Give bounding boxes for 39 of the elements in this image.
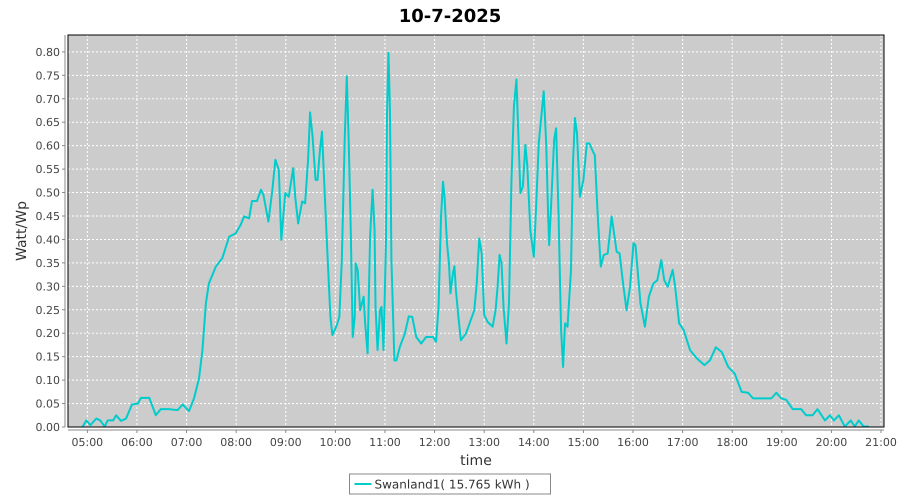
chart-title: 10-7-2025	[398, 6, 502, 27]
y-tick-label: 0.10	[36, 374, 60, 388]
y-tick-label: 0.80	[36, 46, 60, 59]
x-tick-label: 05:00	[71, 436, 104, 449]
x-tick-label: 10:00	[320, 436, 352, 449]
x-tick-label: 13:00	[468, 436, 500, 449]
x-tick-label: 14:00	[518, 436, 550, 449]
x-tick-label: 19:00	[766, 436, 798, 449]
y-tick-label: 0.75	[36, 69, 60, 82]
y-tick-label: 0.70	[36, 92, 60, 106]
y-tick-label: 0.15	[36, 350, 60, 364]
y-tick-label: 0.35	[36, 256, 60, 270]
y-tick-label: 0.20	[36, 327, 60, 340]
x-tick-label: 18:00	[716, 436, 748, 449]
legend-label: Swanland1( 15.765 kWh )	[374, 478, 530, 492]
y-tick-label: 0.50	[36, 186, 60, 200]
y-tick-label: 0.00	[36, 421, 60, 434]
y-tick-label: 0.30	[36, 280, 60, 294]
x-axis-title: time	[460, 453, 492, 469]
y-tick-label: 0.40	[36, 233, 60, 246]
line-series	[81, 52, 870, 427]
x-tick-label: 11:00	[369, 436, 401, 449]
x-tick-label: 12:00	[418, 436, 450, 449]
x-tick-label: 17:00	[666, 436, 698, 449]
y-tick-label: 0.45	[36, 210, 60, 223]
x-tick-label: 20:00	[816, 436, 848, 449]
y-tick-label: 0.65	[36, 116, 60, 130]
y-tick-label: 0.25	[36, 304, 60, 317]
x-tick-label: 16:00	[617, 436, 649, 449]
x-tick-label: 15:00	[568, 436, 600, 449]
x-tick-label: 06:00	[121, 436, 153, 449]
y-axis-title: Watt/Wp	[14, 200, 30, 261]
x-tick-label: 08:00	[220, 436, 252, 449]
y-tick-label: 0.55	[36, 163, 60, 176]
x-tick-label: 09:00	[270, 436, 302, 449]
y-tick-label: 0.60	[36, 140, 60, 153]
x-tick-label: 07:00	[170, 436, 202, 449]
x-tick-label: 21:00	[865, 436, 897, 449]
y-tick-label: 0.05	[36, 398, 60, 411]
